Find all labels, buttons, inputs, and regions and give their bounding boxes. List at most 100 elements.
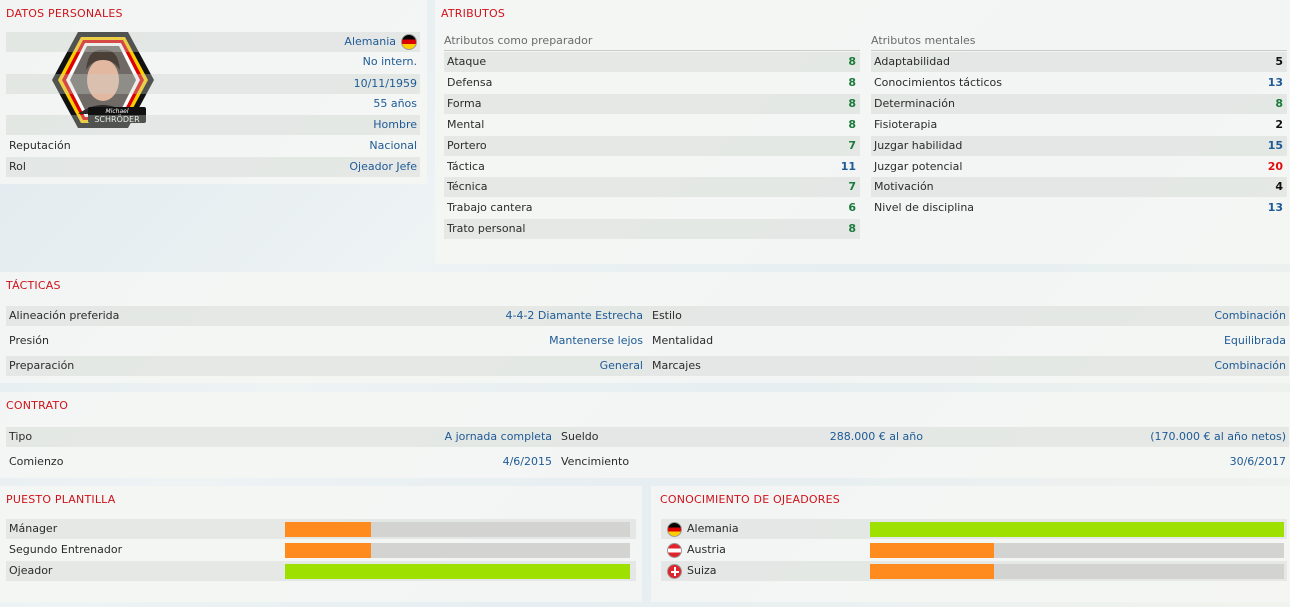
coaching-attribute-value: 11 bbox=[840, 159, 856, 173]
mental-attribute-row: Fisioterapia 2 bbox=[871, 115, 1287, 135]
squad-role-label: Mánager bbox=[9, 522, 58, 535]
mental-attribute-value: 4 bbox=[1275, 180, 1283, 194]
coaching-attribute-value: 8 bbox=[848, 222, 856, 236]
tactics-row: Presión Mantenerse lejos Mentalidad Equilib… bbox=[6, 331, 1289, 351]
coaching-attribute-value: 8 bbox=[848, 55, 856, 68]
salary-value: 288.000 € al año bbox=[829, 430, 923, 443]
coaching-attribute-label: Defensa bbox=[447, 75, 493, 89]
mental-attribute-row: Juzgar potencial 20 bbox=[871, 157, 1287, 177]
coaching-attribute-row: Portero 7 bbox=[444, 135, 860, 156]
gender-value: Hombre bbox=[373, 118, 417, 131]
contract-start-value: 4/6/2015 bbox=[502, 455, 552, 468]
mental-attribute-label: Juzgar habilidad bbox=[874, 138, 963, 152]
tactics-value: Combinación bbox=[1214, 359, 1286, 372]
mental-attribute-row: Determinación 8 bbox=[871, 93, 1287, 114]
coaching-attribute-row: Ataque 8 bbox=[444, 52, 860, 72]
mental-attribute-row: Adaptabilidad 5 bbox=[871, 52, 1287, 72]
squad-role-label: Segundo Entrenador bbox=[9, 543, 123, 556]
role-row: Rol Ojeador Jefe bbox=[6, 157, 420, 177]
coaching-attribute-label: Mental bbox=[447, 117, 485, 131]
squad-role-level-bar bbox=[285, 564, 630, 579]
contract-type-label: Tipo bbox=[9, 430, 33, 443]
dob-value: 10/11/1959 bbox=[353, 77, 417, 90]
tactics-label: Alineación preferida bbox=[9, 309, 120, 322]
squad-role-title: PUESTO PLANTILLA bbox=[6, 493, 116, 506]
scout-knowledge-level-bar bbox=[870, 522, 1284, 537]
role-value[interactable]: Ojeador Jefe bbox=[349, 160, 417, 173]
squad-role-panel: PUESTO PLANTILLA Mánager Segundo Entrenad… bbox=[0, 486, 642, 602]
mental-attribute-value: 20 bbox=[1267, 159, 1283, 173]
coaching-attribute-row: Defensa 8 bbox=[444, 73, 860, 93]
tactics-value: General bbox=[599, 359, 643, 372]
scout-knowledge-level-bar bbox=[870, 543, 1284, 558]
scout-knowledge-row: Austria bbox=[661, 540, 1287, 560]
scout-knowledge-label: Alemania bbox=[687, 522, 739, 535]
mental-attributes-heading: Atributos mentales bbox=[871, 31, 1287, 51]
mental-attribute-value: 8 bbox=[1275, 96, 1283, 110]
mental-attribute-row: Motivación 4 bbox=[871, 177, 1287, 198]
mental-attribute-row: Conocimientos tácticos 13 bbox=[871, 73, 1287, 93]
scout-knowledge-level-fill bbox=[870, 543, 995, 558]
coaching-attribute-label: Portero bbox=[447, 138, 487, 152]
scout-knowledge-level-fill bbox=[870, 564, 995, 579]
reputation-label: Reputación bbox=[9, 139, 71, 152]
tactics-label: Estilo bbox=[652, 309, 682, 322]
coaching-attribute-value: 8 bbox=[848, 117, 856, 131]
mental-attribute-value: 13 bbox=[1267, 201, 1283, 215]
mental-attribute-label: Fisioterapia bbox=[874, 117, 938, 131]
coaching-attribute-label: Táctica bbox=[447, 159, 485, 173]
coaching-attribute-value: 8 bbox=[848, 75, 856, 89]
coaching-attribute-value: 7 bbox=[848, 180, 856, 194]
coaching-attribute-label: Técnica bbox=[447, 180, 488, 194]
coaching-attribute-label: Ataque bbox=[447, 55, 487, 68]
salary-label: Sueldo bbox=[561, 430, 599, 443]
coaching-attribute-row: Técnica 7 bbox=[444, 177, 860, 198]
mental-attribute-value: 13 bbox=[1267, 75, 1283, 89]
scout-knowledge-level-fill bbox=[870, 522, 1284, 537]
tactics-value: 4-4-2 Diamante Estrecha bbox=[505, 309, 643, 322]
germany-flag-icon bbox=[401, 34, 417, 50]
coaching-attribute-value: 8 bbox=[848, 96, 856, 110]
tactics-panel: TÁCTICAS Alineación preferida 4-4-2 Diama… bbox=[0, 272, 1290, 383]
contract-panel: CONTRATO Tipo A jornada completa Sueldo … bbox=[0, 392, 1290, 478]
contract-row-2: Comienzo 4/6/2015 Vencimiento 30/6/2017 bbox=[6, 452, 1289, 472]
contract-end-label: Vencimiento bbox=[561, 455, 630, 468]
mental-attribute-value: 2 bbox=[1275, 117, 1283, 131]
dob-row: 10/11/1959 bbox=[6, 74, 420, 94]
age-row: 55 años bbox=[6, 94, 420, 114]
tactics-label: Presión bbox=[9, 334, 49, 347]
scout-knowledge-title: CONOCIMIENTO DE OJEADORES bbox=[660, 493, 840, 506]
contract-title: CONTRATO bbox=[6, 399, 69, 412]
tactics-row: Alineación preferida 4-4-2 Diamante Estre… bbox=[6, 306, 1289, 326]
tactics-value: Mantenerse lejos bbox=[549, 334, 643, 347]
attributes-title: ATRIBUTOS bbox=[441, 7, 506, 20]
germany-flag-icon bbox=[667, 522, 682, 537]
scout-knowledge-panel: CONOCIMIENTO DE OJEADORES Alemania Austri… bbox=[651, 486, 1290, 602]
mental-attribute-label: Determinación bbox=[874, 96, 955, 110]
mental-attribute-value: 15 bbox=[1267, 138, 1283, 152]
attributes-panel: ATRIBUTOS Atributos como preparador Atri… bbox=[435, 0, 1290, 264]
tactics-label: Preparación bbox=[9, 359, 75, 372]
coaching-attribute-label: Trabajo cantera bbox=[447, 201, 533, 215]
tactics-value: Combinación bbox=[1214, 309, 1286, 322]
international-value: No intern. bbox=[362, 55, 417, 68]
nationality-value[interactable]: Alemania bbox=[344, 35, 396, 48]
squad-role-level-bar bbox=[285, 543, 630, 558]
coaching-attribute-row: Trato personal 8 bbox=[444, 219, 860, 240]
switzerland-flag-icon bbox=[667, 564, 682, 579]
mental-attribute-label: Juzgar potencial bbox=[874, 159, 963, 173]
tactics-label: Marcajes bbox=[652, 359, 701, 372]
portrait-last-name: SCHRÖDER bbox=[94, 115, 140, 124]
scout-knowledge-row: Suiza bbox=[661, 561, 1287, 581]
salary-net-value: (170.000 € al año netos) bbox=[1150, 430, 1286, 443]
age-value: 55 años bbox=[373, 97, 417, 110]
squad-role-level-bar bbox=[285, 522, 630, 537]
coaching-attributes-heading: Atributos como preparador bbox=[444, 31, 860, 51]
reputation-value: Nacional bbox=[369, 139, 417, 152]
mental-attribute-label: Motivación bbox=[874, 180, 934, 194]
mental-attribute-value: 5 bbox=[1275, 55, 1283, 68]
austria-flag-icon bbox=[667, 543, 682, 558]
role-label: Rol bbox=[9, 160, 26, 173]
coaching-attribute-label: Trato personal bbox=[447, 222, 526, 236]
scout-knowledge-row: Alemania bbox=[661, 519, 1287, 539]
